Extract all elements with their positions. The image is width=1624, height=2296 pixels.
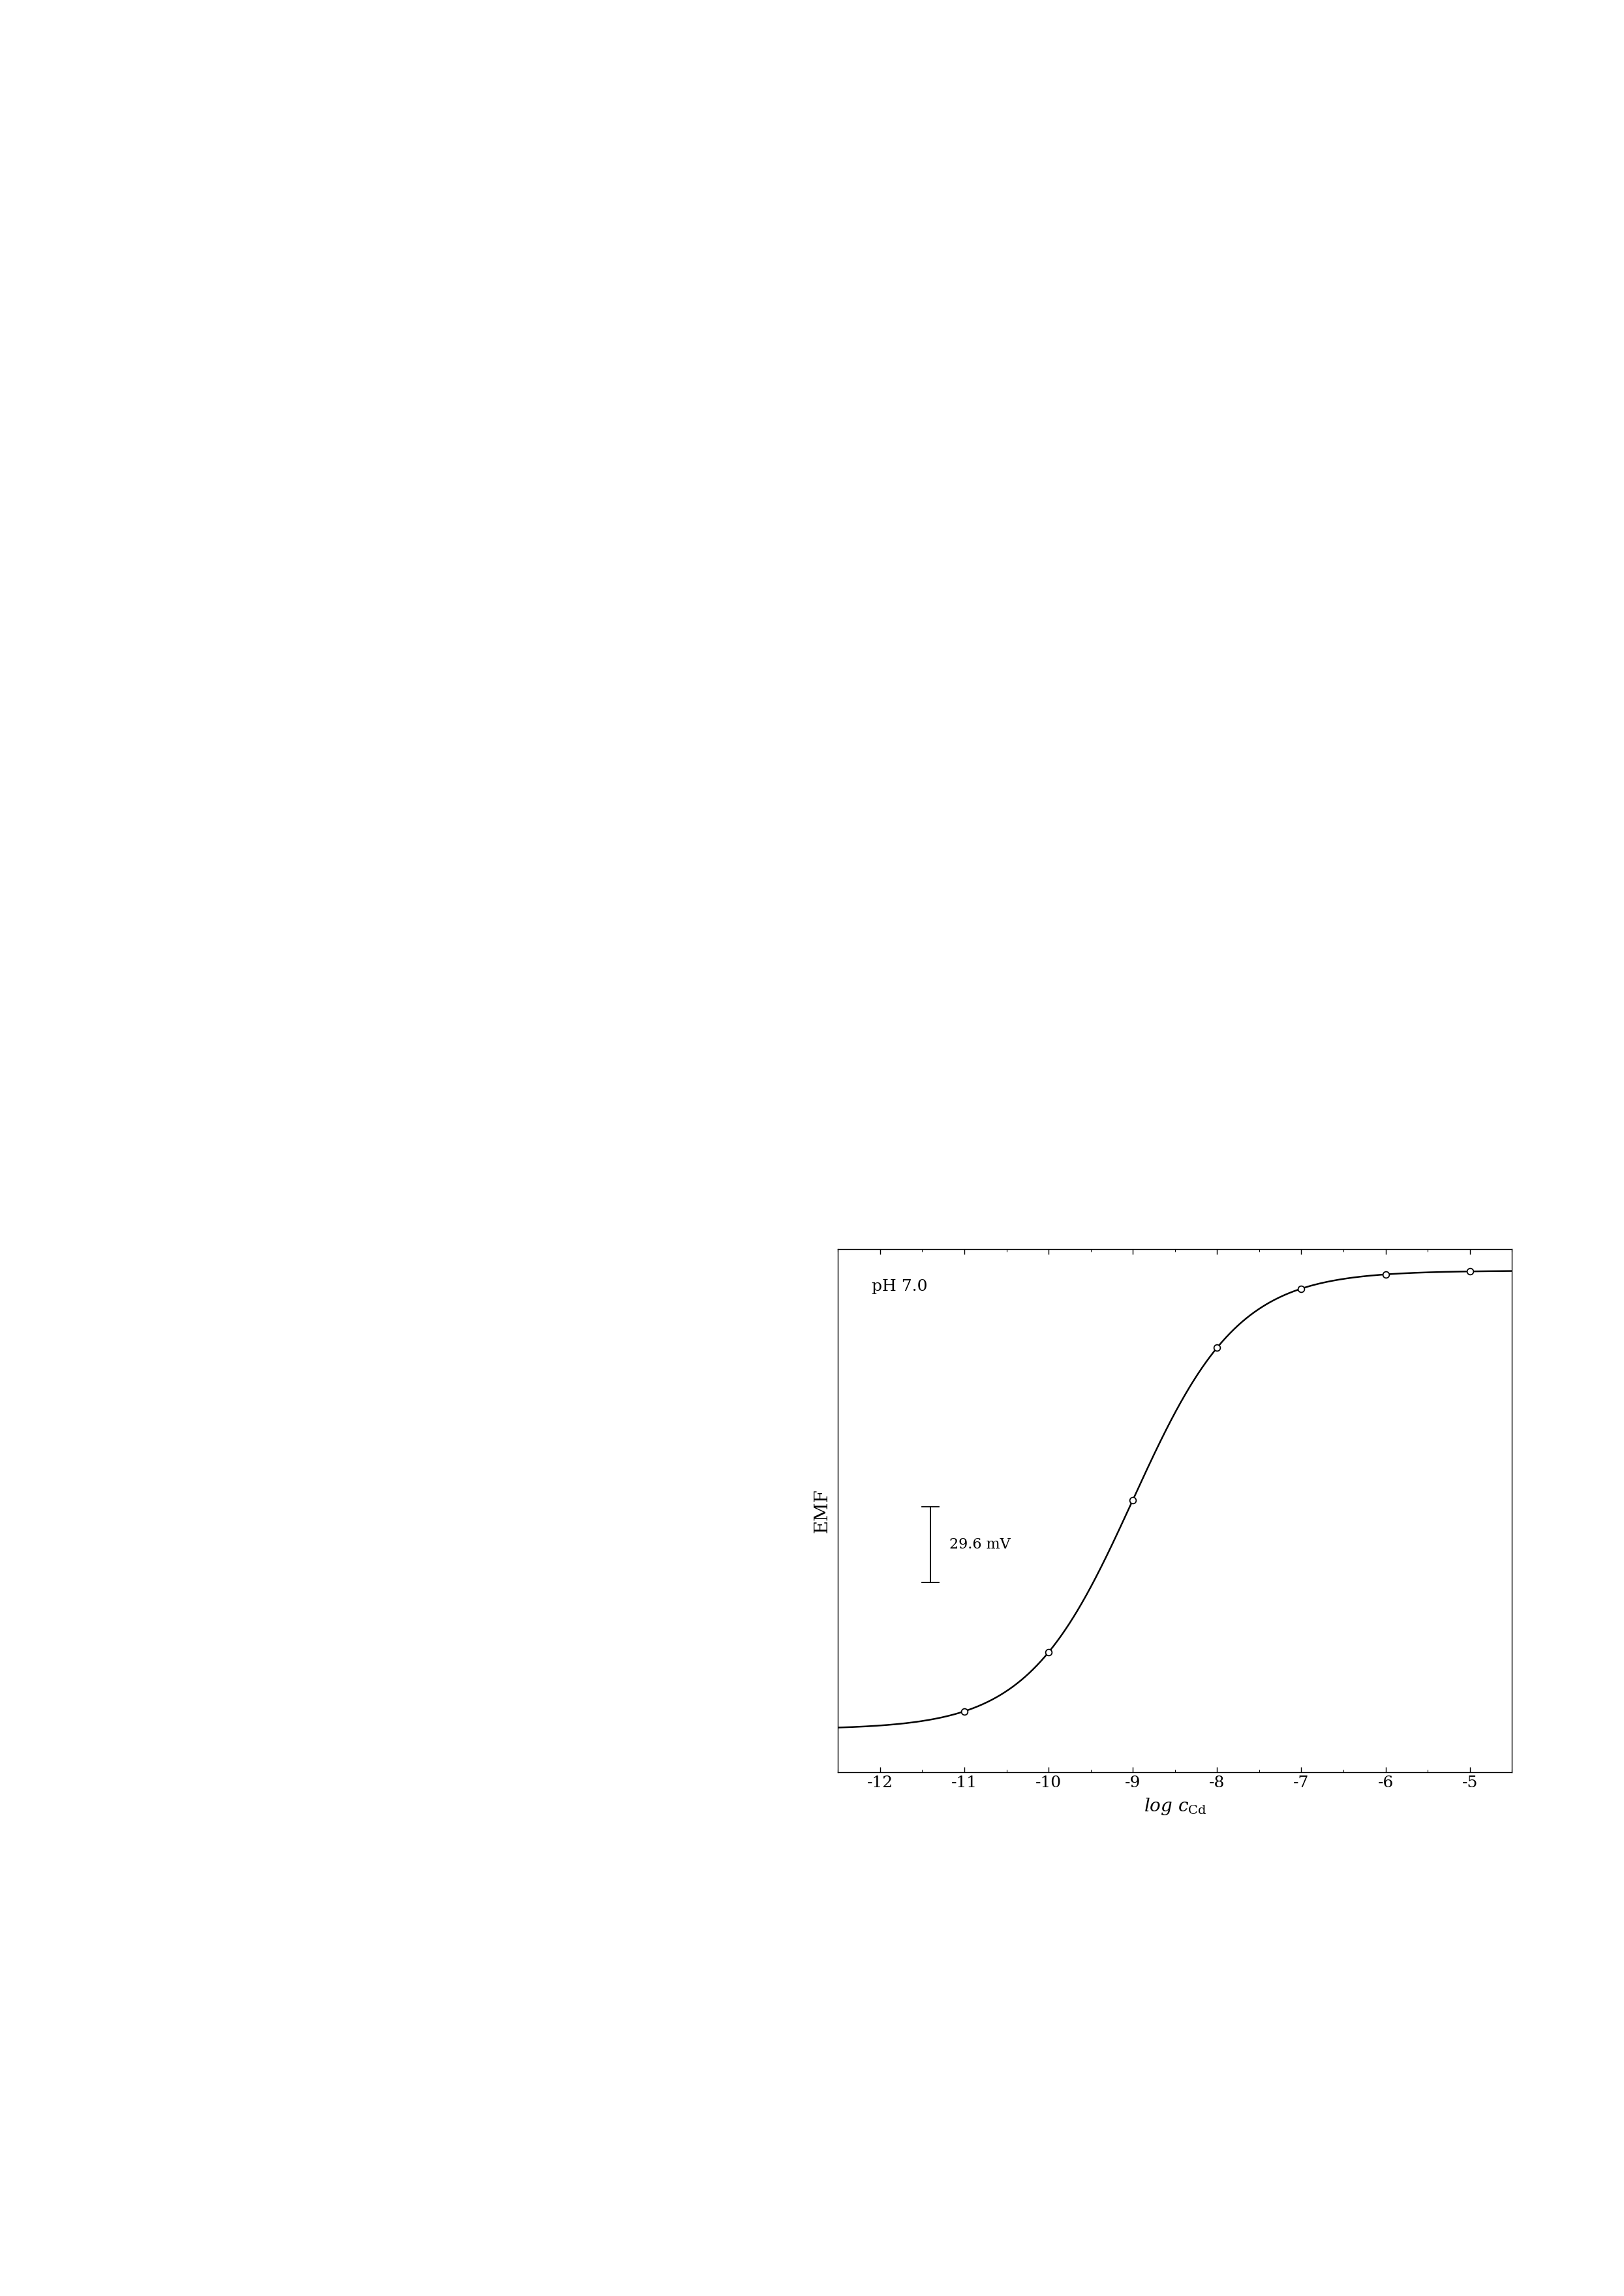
Text: 29.6 mV: 29.6 mV [948,1536,1010,1552]
X-axis label: log $c_{\mathrm{Cd}}$: log $c_{\mathrm{Cd}}$ [1143,1795,1207,1816]
Text: pH 7.0: pH 7.0 [872,1279,927,1295]
Y-axis label: EMF: EMF [814,1488,831,1534]
